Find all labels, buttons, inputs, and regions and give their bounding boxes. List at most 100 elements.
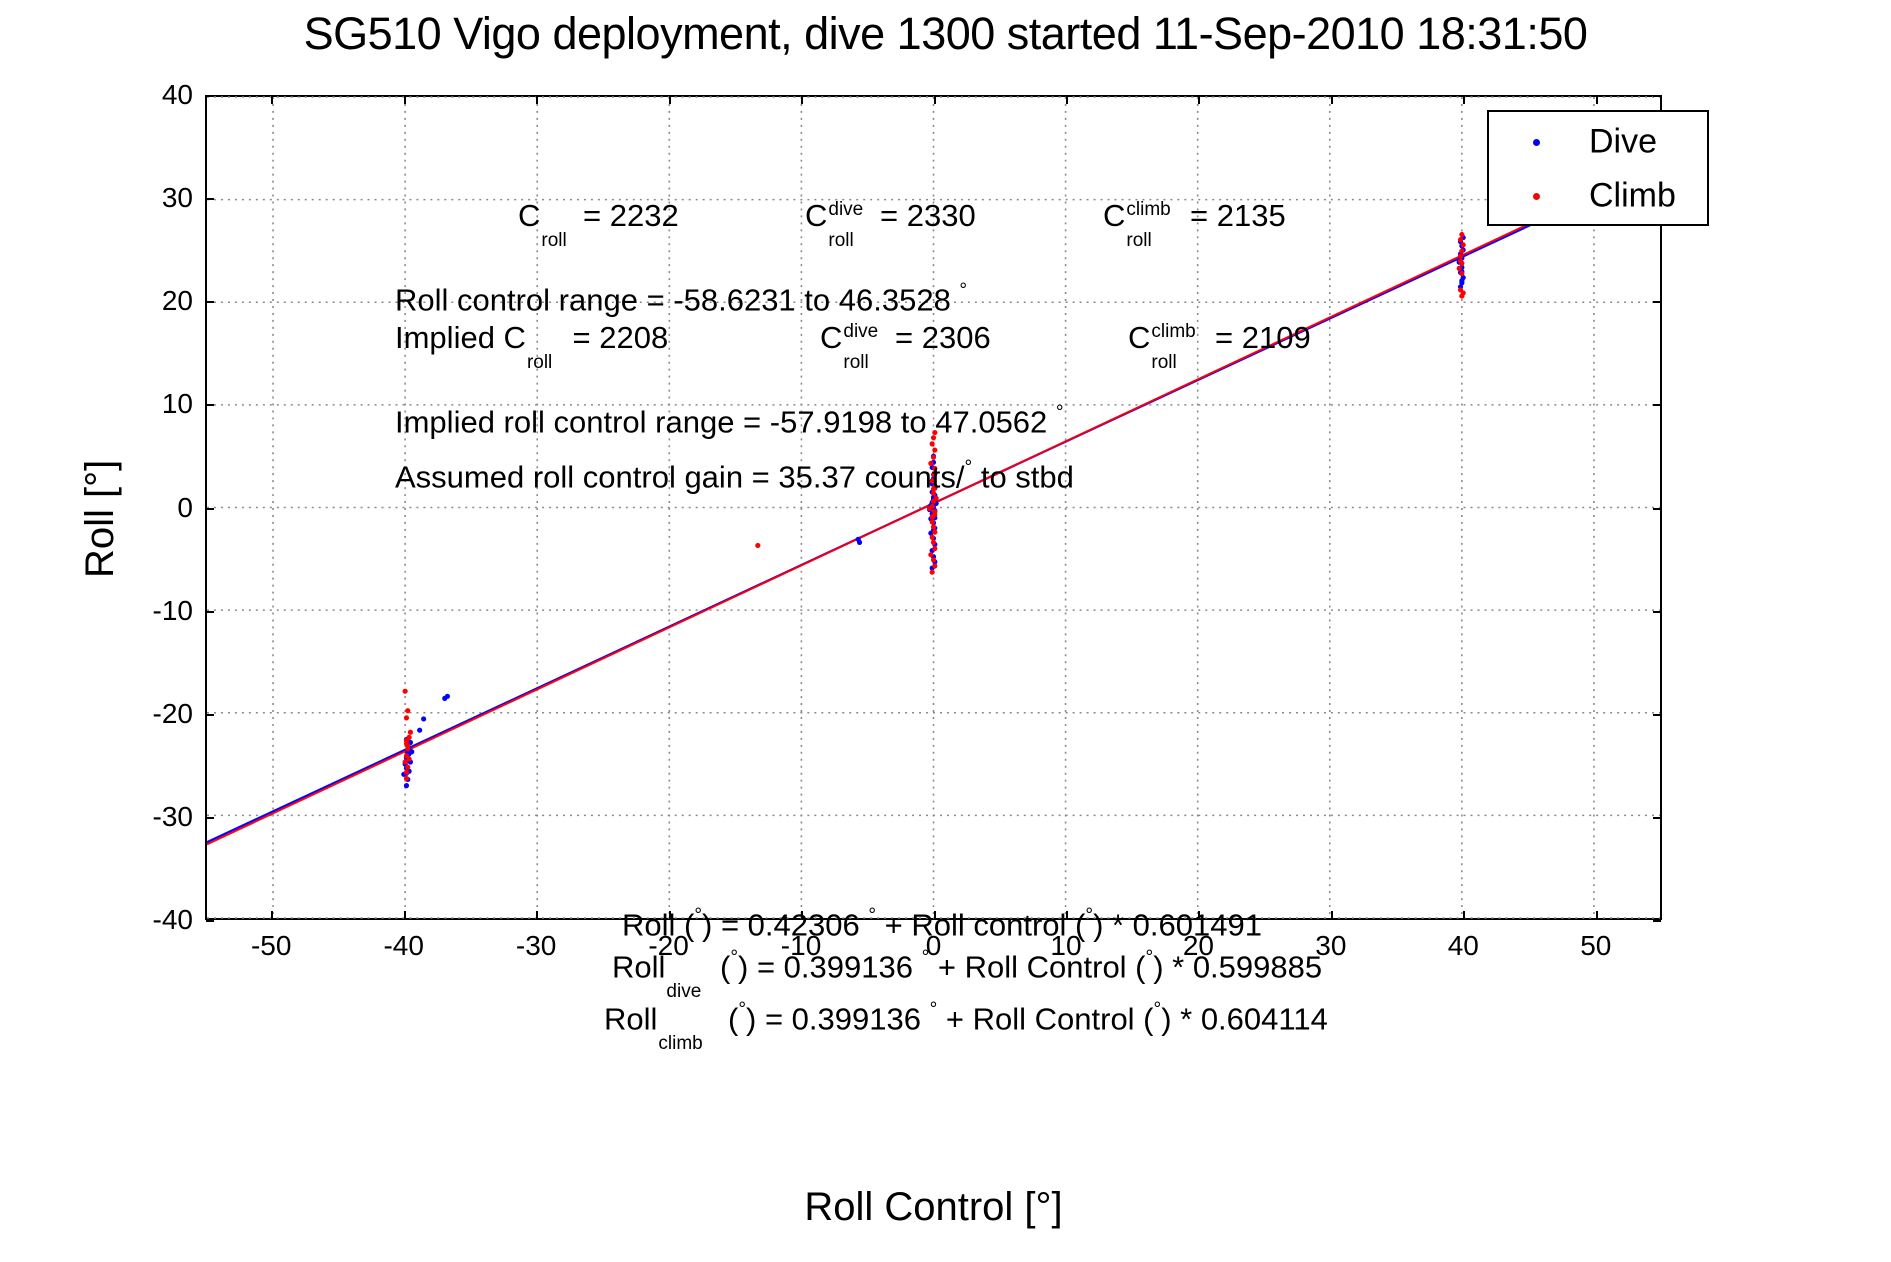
y-tick-label: 10 [161,388,193,420]
grid-lines [207,96,1660,919]
implied-c-roll-label: Implied C [395,320,526,355]
y-tick-mark [206,713,214,716]
x-axis-label: Roll Control [°] [804,1185,1063,1229]
implied-c-climb-superscript: climb [1151,321,1196,342]
y-tick-mark-right [1653,610,1661,613]
legend[interactable]: Dive Climb [1487,110,1709,226]
degree-symbol-9: ° [1145,947,1154,968]
page-title: SG510 Vigo deployment, dive 1300 started… [303,8,1588,59]
legend-label-dive: Dive [1589,122,1658,161]
x-tick-mark [1463,911,1466,919]
x-tick-label: 30 [1315,930,1347,961]
y-tick-mark [206,95,214,97]
annotation-assumed-gain: Assumed roll control gain = 35.37 counts… [395,457,1074,495]
x-tick-label: -30 [515,930,557,961]
degree-symbol-3: ° [964,457,973,478]
eq-roll-part3: + Roll control ( [876,907,1086,943]
y-tick-label: -40 [152,904,193,935]
eq-dive-part2: ( [711,949,731,985]
eq-climb-part1: Roll [604,1001,658,1037]
y-tick-mark-right [1653,95,1661,97]
implied-c-dive-superscript: dive [843,321,879,342]
x-tick-label: 40 [1447,930,1479,961]
eq-roll-part1: Roll ( [622,907,695,943]
plot-canvas [206,96,1661,919]
x-tick-label: -10 [780,930,822,961]
x-tick-mark [403,911,406,919]
x-tick-label: 20 [1182,930,1214,961]
x-tick-mark-top [403,96,406,104]
c-roll-symbol: C [518,198,541,233]
legend-marker-climb [1533,193,1540,200]
legend-item-dive[interactable]: Dive [1489,118,1707,166]
x-tick-mark-top [271,96,274,104]
eq-climb-subscript: climb [658,1033,703,1055]
x-tick-mark-top [1595,96,1598,104]
y-tick-label: -20 [152,697,193,729]
eq-climb-part4: + Roll Control ( [937,1001,1154,1037]
eq-dive-part3: ) = 0.399136 [738,949,922,985]
y-tick-label: 20 [161,285,193,317]
c-roll-value: = 2232 [574,198,679,233]
x-tick-mark [1330,911,1333,919]
y-tick-mark-right [1653,301,1661,304]
y-tick-mark [206,198,214,201]
y-tick-mark-right [1653,920,1661,922]
eq-dive-part5: ) * 0.599885 [1153,949,1323,985]
x-tick-mark [271,911,274,919]
x-tick-mark-top [668,96,671,104]
x-tick-mark [1595,911,1598,919]
x-tick-mark [933,911,936,919]
x-tick-label: -40 [383,930,424,961]
x-tick-mark [536,911,539,919]
eq-roll-part2: ) = 0.42306 [702,907,869,943]
implied-c-climb-value: = 2109 [1206,320,1311,355]
implied-range-text: Implied roll control range = -57.9198 to… [395,404,1056,440]
degree-symbol-2: ° [1055,402,1064,423]
y-tick-mark [206,816,214,819]
x-tick-label: -50 [250,930,292,961]
plot-area [205,95,1662,920]
eq-dive-part4: + Roll Control ( [929,949,1146,985]
degree-symbol-4: ° [694,905,703,926]
y-tick-mark [206,920,214,922]
assumed-gain-text: Assumed roll control gain = 35.37 counts… [395,459,965,495]
y-tick-mark [206,610,214,613]
c-dive-symbol: C [805,198,828,233]
y-tick-mark-right [1653,816,1661,819]
degree-symbol-7: ° [730,947,739,968]
data-points [401,231,1466,789]
legend-item-climb[interactable]: Climb [1489,172,1707,220]
y-axis-label: Roll [°] [78,459,122,578]
eq-dive-subscript: dive [666,981,702,1003]
y-tick-mark [206,404,214,407]
x-tick-label: 0 [925,930,942,961]
roll-control-range-text: Roll control range = -58.6231 to 46.3528 [395,282,960,318]
degree-symbol-5: ° [868,905,877,926]
x-tick-label: -20 [648,930,689,961]
y-tick-label: 40 [161,79,193,110]
x-tick-mark-top [801,96,804,104]
x-tick-mark-top [536,96,539,104]
y-tick-label: 30 [161,182,193,214]
implied-c-dive-symbol: C [820,320,843,355]
c-climb-value: = 2135 [1181,198,1286,233]
c-dive-value: = 2330 [871,198,976,233]
implied-c-roll-value: = 2208 [563,320,669,355]
x-tick-label: 10 [1050,930,1082,961]
eq-roll-part4: ) * 0.601491 [1093,907,1262,943]
degree-symbol-11: ° [929,999,938,1020]
x-tick-mark [801,911,804,919]
x-tick-mark [668,911,671,919]
degree-symbol-12: ° [1153,999,1162,1020]
eq-climb-part2: ( [719,1001,739,1037]
y-tick-mark-right [1653,713,1661,716]
y-tick-label: -10 [152,594,193,626]
c-dive-subscript: roll [828,230,854,251]
implied-c-roll-subscript: roll [526,352,553,373]
